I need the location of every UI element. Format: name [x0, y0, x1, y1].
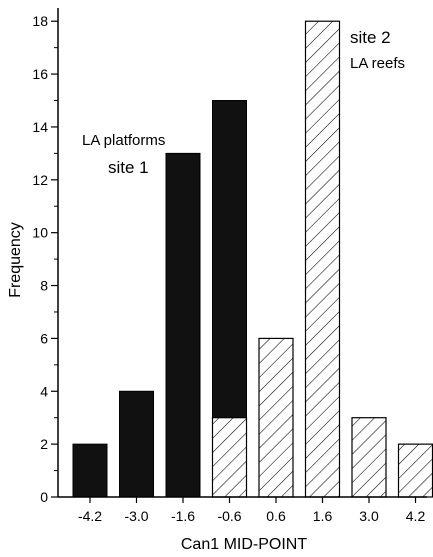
y-tick-label: 0	[40, 489, 48, 505]
bar-site-1--4.2	[72, 443, 108, 498]
annotation-la-platforms: LA platforms	[82, 132, 165, 149]
bar-site-2-1.6	[304, 20, 341, 498]
y-tick-label: 16	[32, 66, 48, 82]
x-axis-title: Can1 MID-POINT	[181, 536, 307, 553]
bar-site-2-4.2	[397, 443, 433, 498]
bar-site-1--1.6	[165, 152, 201, 498]
y-tick-label: 14	[32, 119, 48, 135]
x-tick-label: 4.2	[406, 508, 426, 524]
y-tick-label: 12	[32, 172, 48, 188]
annotation-la-reefs: LA reefs	[350, 55, 405, 72]
bars-layer	[72, 20, 433, 498]
bar-site-2-0.6	[258, 337, 294, 498]
y-axis-ticks: 0 2 4 6 8 10 12 14 16 18	[32, 13, 58, 505]
annotation-site-1: site 1	[108, 158, 149, 177]
bar-site-2-3.0	[351, 417, 387, 498]
x-tick-label: -0.6	[217, 508, 241, 524]
y-axis-title: Frequency	[7, 222, 24, 298]
y-tick-label: 2	[40, 436, 48, 452]
x-tick-label: 0.6	[266, 508, 286, 524]
x-tick-label: 1.6	[313, 508, 333, 524]
y-tick-label: 10	[32, 225, 48, 241]
y-tick-label: 4	[40, 383, 48, 399]
x-tick-label: -1.6	[171, 508, 195, 524]
bar-site-1--3.0	[119, 390, 154, 498]
y-tick-label: 8	[40, 278, 48, 294]
annotation-site-2: site 2	[350, 28, 391, 47]
y-tick-label: 6	[40, 330, 48, 346]
x-axis-ticks: -4.2 -3.0 -1.6 -0.6 0.6 1.6 3.0 4.2	[78, 497, 426, 524]
bar-site-2--0.6	[211, 417, 248, 498]
x-tick-label: 3.0	[359, 508, 379, 524]
y-tick-label: 18	[32, 13, 48, 29]
x-tick-label: -4.2	[78, 508, 102, 524]
x-tick-label: -3.0	[124, 508, 148, 524]
